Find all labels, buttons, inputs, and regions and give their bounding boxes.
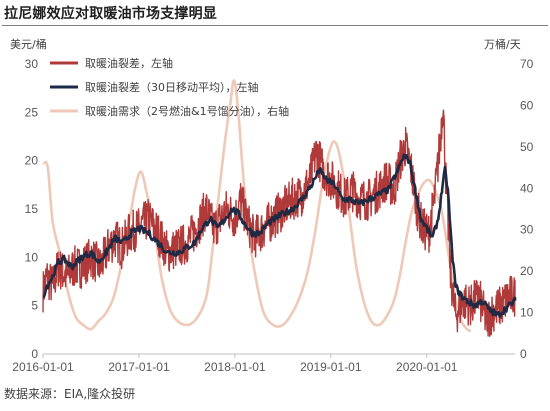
left-tick-label: 15 [25, 202, 39, 216]
right-axis-unit: 万桶/天 [484, 37, 521, 51]
left-tick-label: 20 [25, 154, 39, 168]
x-tick-label: 2020-01-01 [396, 360, 458, 374]
right-tick-label: 30 [520, 223, 534, 237]
right-tick-label: 20 [520, 264, 534, 278]
title-divider [2, 25, 548, 26]
x-tick-label: 2019-01-01 [300, 360, 362, 374]
axes-layer: 0 5 10 15 20 25 30 0 10 20 30 40 50 60 70 2016-01-01 201… [12, 57, 533, 374]
right-tick-label: 60 [520, 98, 534, 112]
left-tick-label: 10 [25, 250, 39, 264]
series-line-crack-ma [42, 153, 517, 318]
x-tick-label: 2016-01-01 [12, 360, 74, 374]
left-tick-label: 5 [31, 299, 38, 313]
legend: 取暖油裂差，左轴取暖油裂差（30日移动平均），左轴取暖油需求（2号燃油&1号馏分… [50, 56, 289, 118]
right-tick-label: 70 [520, 57, 534, 71]
legend-label-crack: 取暖油裂差，左轴 [85, 56, 173, 70]
right-tick-label: 0 [520, 347, 527, 361]
left-tick-label: 25 [25, 105, 39, 119]
left-tick-label: 0 [31, 347, 38, 361]
series-line-crack [42, 109, 516, 337]
legend-label-crack_ma: 取暖油裂差（30日移动平均），左轴 [85, 80, 259, 94]
right-tick-label: 50 [520, 140, 534, 154]
x-tick-label: 2017-01-01 [108, 360, 170, 374]
chart-title: 拉尼娜效应对取暖油市场支撑明显 [4, 6, 217, 22]
right-tick-label: 10 [520, 306, 534, 320]
legend-label-demand: 取暖油需求（2号燃油&1号馏分油），右轴 [85, 104, 289, 118]
right-tick-label: 40 [520, 181, 534, 195]
series-layer [41, 79, 517, 337]
left-axis-unit: 美元/桶 [10, 37, 47, 51]
left-tick-label: 30 [25, 57, 39, 71]
x-tick-label: 2018-01-01 [204, 360, 266, 374]
series-line-demand [41, 79, 472, 333]
source-note: 数据来源：EIA,隆众投研 [4, 387, 136, 401]
